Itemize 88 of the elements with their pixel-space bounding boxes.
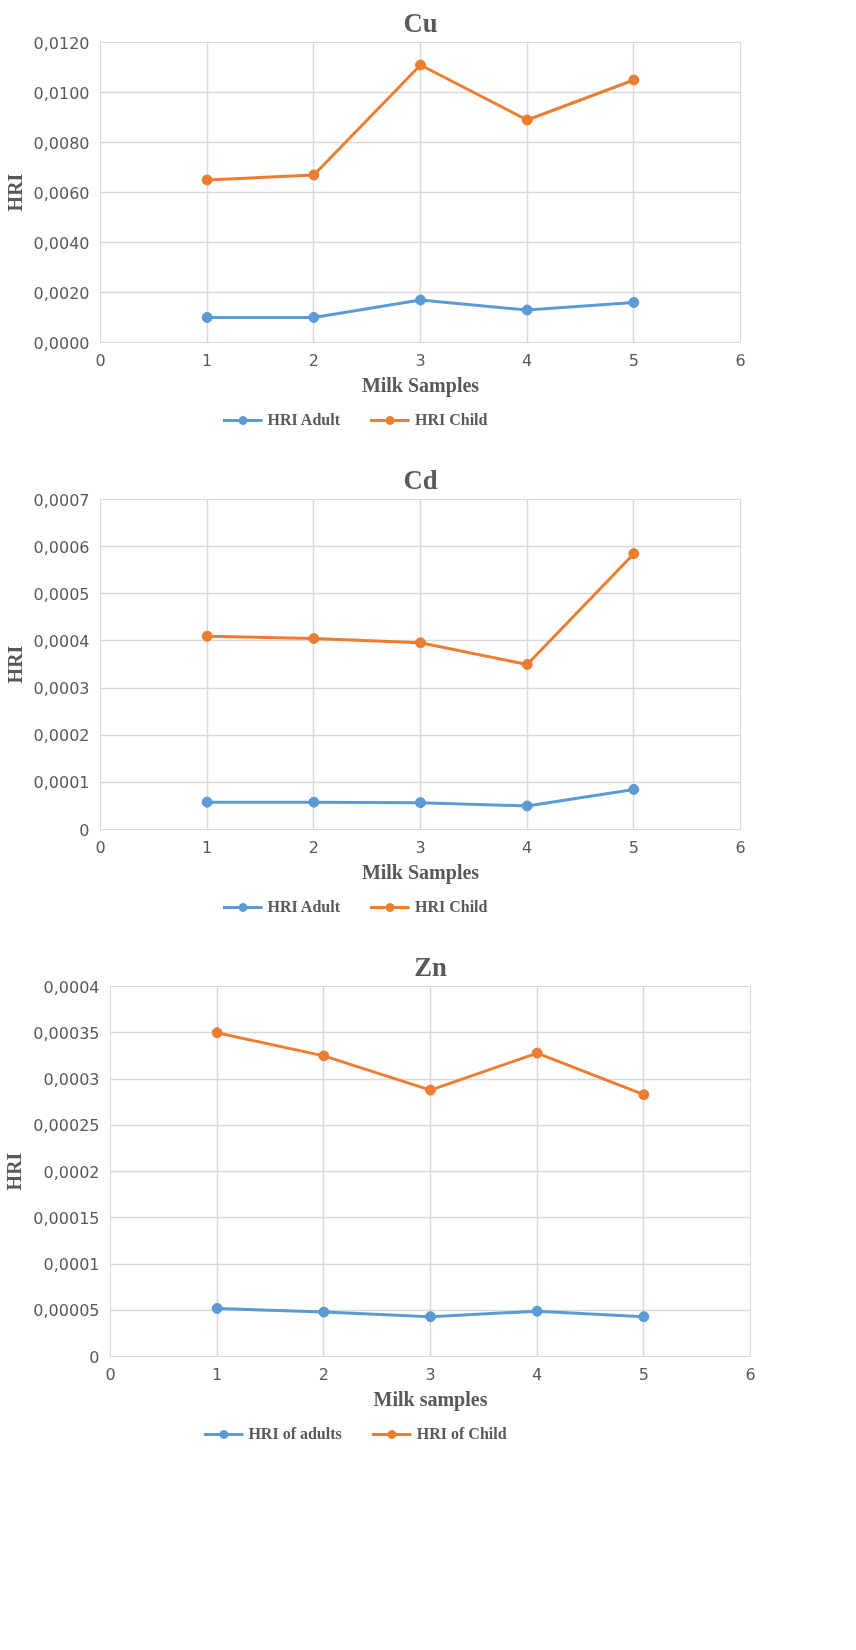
y-tick-label: 0,0001 (43, 1255, 100, 1274)
x-tick-label: 6 (735, 350, 746, 370)
point (425, 1311, 436, 1323)
x-axis-title: Milk Samples (361, 860, 480, 884)
x-tick-label: 5 (628, 837, 639, 857)
x-axis-title: Milk Samples (361, 373, 480, 397)
x-tick-label: 2 (318, 1364, 329, 1384)
x-tick-label: 1 (212, 1364, 223, 1384)
point (211, 1302, 223, 1314)
legend-label: HRI Adult (267, 898, 340, 916)
point (201, 174, 213, 186)
y-axis-title: HRI (3, 1152, 26, 1191)
chart-title: Cu (403, 7, 438, 38)
point (521, 304, 533, 316)
point (531, 1047, 543, 1059)
chart-title: Cd (403, 464, 438, 495)
y-tick-label: 0,0120 (33, 33, 90, 53)
point (415, 59, 426, 71)
point (318, 1306, 330, 1318)
point (318, 1050, 330, 1062)
y-tick-label: 0,0004 (43, 977, 100, 997)
y-tick-label: 0,0020 (33, 283, 90, 303)
x-tick-label: 3 (425, 1364, 436, 1384)
legend-label: HRI Adult (267, 411, 340, 429)
y-tick-label: 0,00005 (33, 1301, 100, 1321)
x-tick-label: 5 (638, 1364, 649, 1384)
y-tick-label: 0,0002 (33, 726, 90, 746)
y-tick-label: 0,00035 (33, 1023, 100, 1043)
legend-label: HRI of Child (416, 1425, 507, 1443)
point (415, 797, 426, 809)
x-tick-label: 5 (628, 350, 639, 370)
x-tick-label: 3 (415, 837, 426, 857)
y-tick-label: 0,0006 (33, 537, 90, 557)
y-tick-label: 0,0003 (33, 679, 90, 699)
y-tick-label: 0,0060 (33, 183, 90, 203)
point (308, 312, 320, 323)
point (521, 114, 533, 126)
point (308, 169, 320, 181)
point (521, 800, 533, 812)
point (211, 1027, 223, 1039)
point (628, 783, 640, 795)
y-tick-label: 0,0040 (33, 233, 90, 253)
point (628, 548, 640, 560)
point (415, 637, 426, 649)
y-tick-label: 0,0000 (33, 333, 90, 353)
point (201, 630, 213, 642)
x-tick-label: 6 (735, 837, 746, 857)
x-tick-label: 2 (308, 350, 319, 370)
x-tick-label: 3 (415, 350, 426, 370)
x-tick-label: 4 (532, 1364, 543, 1384)
y-tick-label: 0,0002 (43, 1162, 100, 1182)
x-tick-label: 0 (105, 1364, 116, 1384)
y-tick-label: 0 (89, 1347, 100, 1367)
y-tick-label: 0,0007 (33, 490, 90, 510)
y-tick-label: 0,0004 (33, 631, 90, 651)
y-axis-title: HRI (3, 173, 26, 212)
point (201, 312, 213, 323)
legend-label: HRI Child (414, 411, 488, 429)
point (531, 1305, 543, 1317)
x-tick-label: 2 (308, 837, 319, 857)
point (425, 1084, 436, 1096)
x-tick-label: 6 (745, 1364, 756, 1384)
y-tick-label: 0,0003 (43, 1070, 100, 1089)
chart-title: Zn (414, 951, 447, 982)
point (628, 297, 640, 308)
point (201, 796, 213, 808)
x-tick-label: 1 (202, 350, 213, 370)
point (638, 1089, 650, 1101)
y-tick-label: 0,0001 (33, 773, 90, 793)
y-tick-label: 0,0005 (33, 584, 90, 604)
point (415, 294, 426, 306)
legend-label: HRI Child (414, 898, 488, 916)
y-tick-label: 0,00015 (33, 1208, 100, 1228)
legend-label: HRI of adults (248, 1425, 342, 1443)
point (308, 633, 320, 645)
point (308, 796, 320, 808)
point (521, 659, 533, 670)
x-tick-label: 4 (522, 837, 533, 857)
x-axis-title: Milk samples (373, 1387, 488, 1411)
x-tick-label: 1 (202, 837, 213, 857)
y-axis-title: HRI (3, 645, 26, 684)
y-tick-label: 0 (79, 820, 90, 840)
y-tick-label: 0,0100 (33, 83, 90, 103)
point (628, 74, 640, 86)
y-tick-label: 0,00025 (33, 1116, 100, 1136)
point (638, 1311, 650, 1323)
y-tick-label: 0,0080 (33, 133, 90, 153)
x-tick-label: 4 (522, 350, 533, 370)
